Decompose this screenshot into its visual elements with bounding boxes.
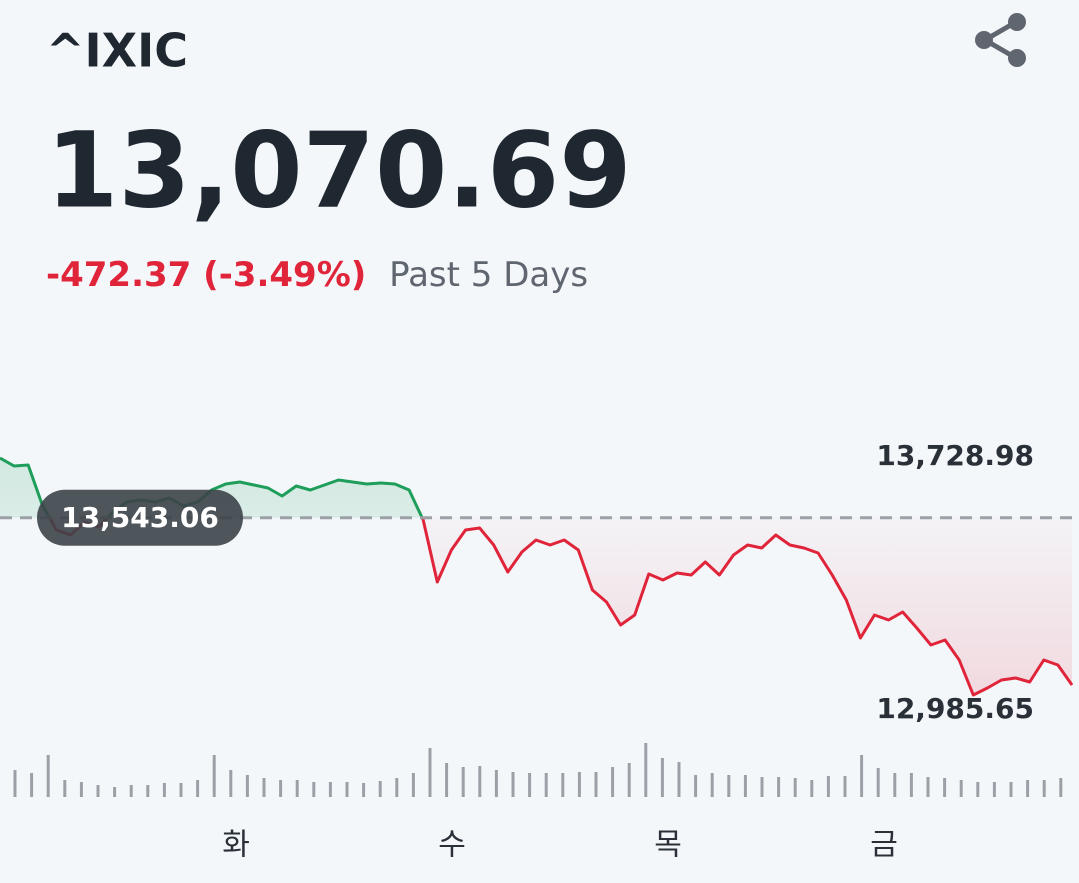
change-line: -472.37 (-3.49%) Past 5 Days [46, 255, 588, 295]
x-tick-label: 금 [870, 828, 898, 863]
x-tick-label: 화 [222, 828, 250, 863]
baseline-label: 13,543.06 [61, 501, 219, 534]
x-tick-label: 수 [438, 828, 466, 863]
period: Past 5 Days [389, 255, 588, 295]
chart: 13,543.06 13,728.98 12,985.65 화 수 목 금 [0, 439, 1079, 863]
x-tick-label: 목 [654, 828, 682, 863]
share-button[interactable] [975, 13, 1026, 67]
low-label: 12,985.65 [876, 692, 1034, 725]
price: 13,070.69 [46, 109, 632, 231]
baseline-pill [37, 489, 243, 546]
symbol: ^IXIC [46, 24, 188, 78]
change: -472.37 (-3.49%) [46, 255, 366, 295]
high-label: 13,728.98 [876, 439, 1034, 472]
